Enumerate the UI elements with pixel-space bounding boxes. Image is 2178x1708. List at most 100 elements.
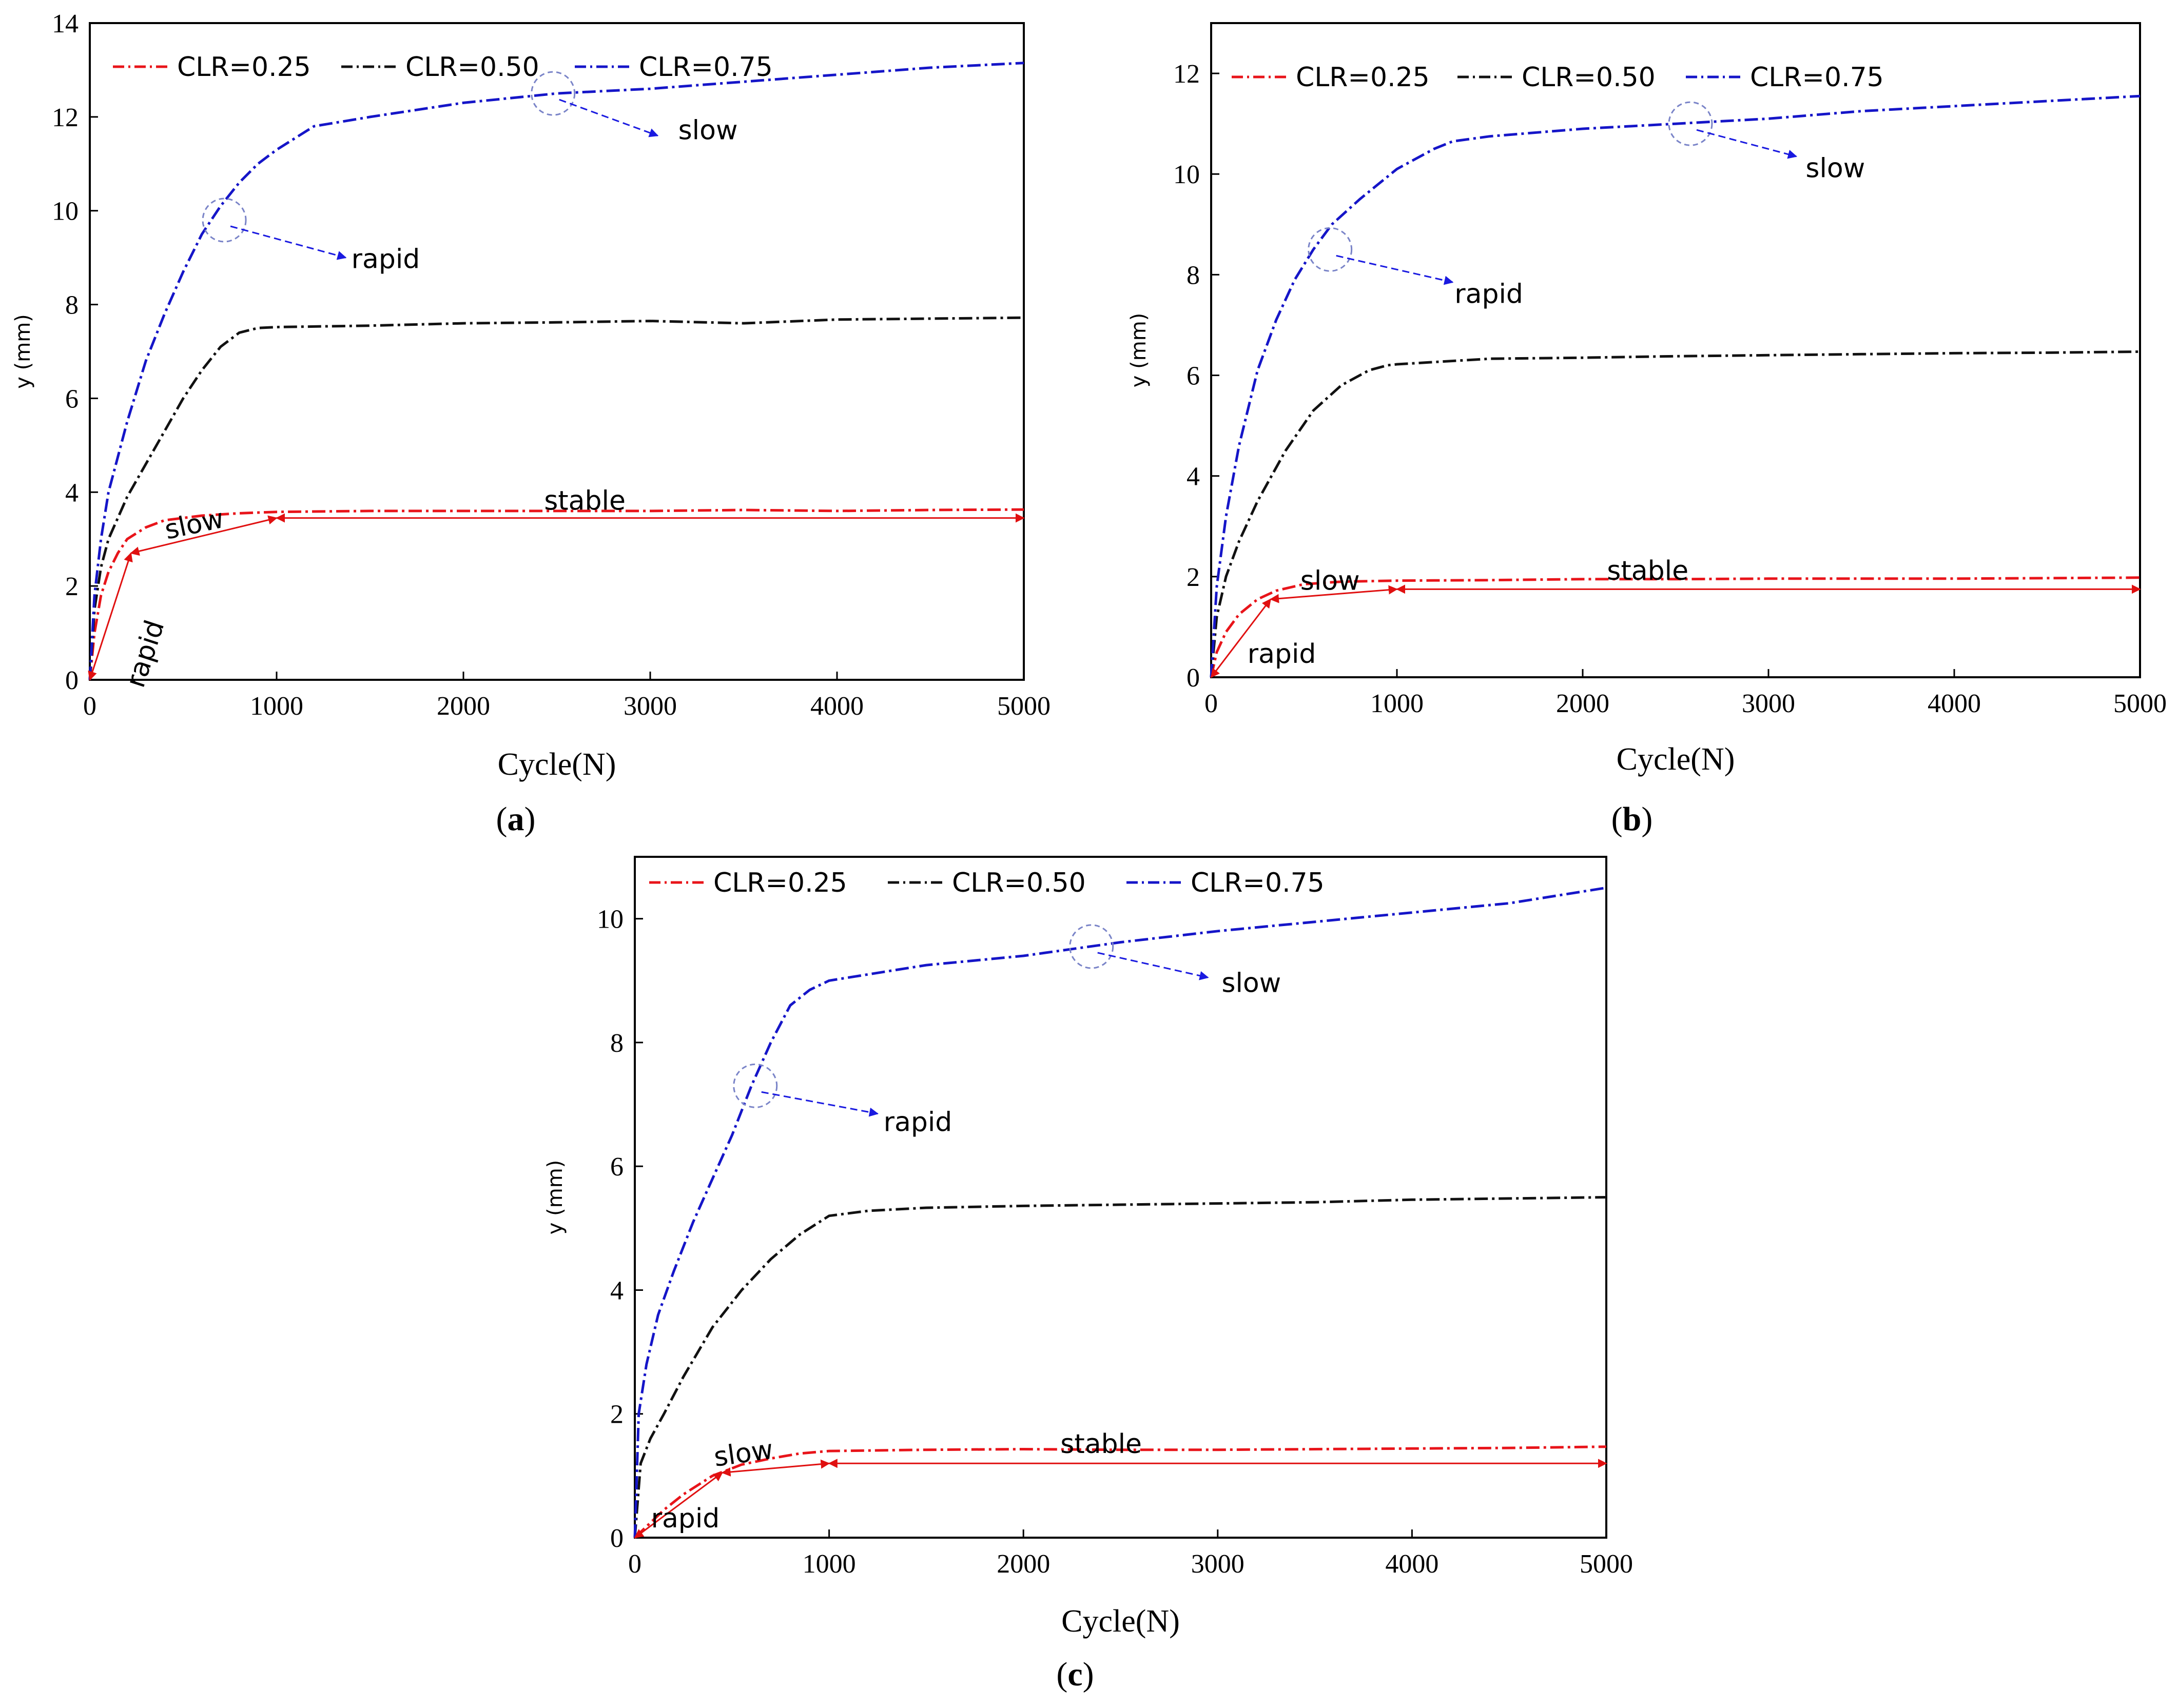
y-tick-label: 14 bbox=[52, 9, 79, 38]
legend-label: CLR=0.75 bbox=[639, 52, 773, 83]
chart-panel-c: 0 1000 2000 3000 4000 5000 0 2 4 6 8 10 Cycle(N) y (m… bbox=[543, 856, 1633, 1693]
y-tick-label: 2 bbox=[610, 1400, 624, 1429]
annotation-rapid: rapid bbox=[884, 1107, 952, 1138]
caption-letter: a bbox=[508, 800, 524, 838]
x-tick-label: 1000 bbox=[1370, 689, 1424, 718]
series-line-clr-025 bbox=[634, 1445, 1607, 1539]
annotation-arrow bbox=[1097, 952, 1209, 980]
x-tick-label: 0 bbox=[83, 692, 96, 721]
y-axis-label: y (mm) bbox=[11, 314, 35, 389]
y-tick-label: 4 bbox=[610, 1276, 624, 1305]
y-tick-label: 4 bbox=[1187, 462, 1200, 492]
legend-label: CLR=0.75 bbox=[1191, 868, 1325, 898]
annotation-slow: slow bbox=[162, 503, 227, 546]
y-tick-label: 10 bbox=[597, 905, 624, 934]
series-line-clr-025 bbox=[1210, 576, 2141, 678]
highlight-circle bbox=[531, 71, 576, 116]
y-tick-label: 0 bbox=[65, 666, 79, 695]
x-tick-label: 2000 bbox=[1556, 689, 1609, 718]
annotation-rapid: rapid bbox=[352, 244, 420, 275]
x-axis-label: Cycle(N) bbox=[1061, 1604, 1180, 1639]
y-axis-label: y (mm) bbox=[543, 1160, 567, 1235]
x-tick-label: 4000 bbox=[1928, 689, 1981, 718]
chart-panel-b: 0 1000 2000 3000 4000 5000 0 2 4 6 8 10 12 Cycle(N) y … bbox=[1127, 22, 2167, 838]
caption-open: ( bbox=[1056, 1656, 1067, 1693]
y-tick-label: 6 bbox=[610, 1152, 624, 1182]
annotation-slow: slow bbox=[678, 115, 738, 146]
x-axis-label: Cycle(N) bbox=[1617, 742, 1735, 777]
x-tick-label: 4000 bbox=[810, 692, 864, 721]
annotation-arrow bbox=[761, 1091, 879, 1117]
y-tick-label: 12 bbox=[1173, 60, 1200, 89]
caption-open: ( bbox=[496, 800, 508, 838]
highlight-circle bbox=[1308, 227, 1353, 272]
x-tick-label: 5000 bbox=[1580, 1549, 1633, 1579]
stage-arrow-slow bbox=[1270, 585, 1398, 603]
caption-open: ( bbox=[1611, 800, 1623, 838]
highlight-circle bbox=[733, 1063, 778, 1108]
annotation-rapid: rapid bbox=[651, 1503, 720, 1534]
annotation-arrow bbox=[559, 99, 659, 138]
series-line-clr-075 bbox=[88, 62, 1024, 680]
plot-frame bbox=[1210, 22, 2141, 678]
y-tick-label: 10 bbox=[1173, 160, 1200, 189]
y-tick-label: 8 bbox=[610, 1029, 624, 1058]
x-tick-label: 1000 bbox=[803, 1549, 856, 1579]
legend-label: CLR=0.50 bbox=[952, 868, 1086, 898]
y-tick-label: 6 bbox=[1187, 362, 1200, 391]
annotation-rapid: rapid bbox=[1248, 639, 1316, 670]
x-tick-label: 3000 bbox=[1191, 1549, 1244, 1579]
annotation-stable: stable bbox=[1607, 556, 1688, 586]
series-line-clr-050 bbox=[88, 316, 1024, 680]
legend-label: CLR=0.25 bbox=[713, 868, 847, 898]
x-tick-label: 5000 bbox=[2113, 689, 2167, 718]
x-tick-label: 0 bbox=[1204, 689, 1218, 718]
highlight-circle bbox=[1069, 924, 1114, 969]
annotation-slow: slow bbox=[712, 1434, 775, 1473]
series-line-clr-050 bbox=[633, 1196, 1607, 1538]
stage-arrow-rapid bbox=[634, 1472, 723, 1539]
annotation-slow: slow bbox=[1805, 153, 1865, 184]
annotation-slow: slow bbox=[1300, 566, 1360, 597]
series-line-clr-075 bbox=[633, 886, 1607, 1538]
x-tick-label: 1000 bbox=[250, 692, 303, 721]
caption-close: ) bbox=[524, 800, 536, 838]
y-tick-label: 4 bbox=[65, 478, 79, 507]
x-axis-label: Cycle(N) bbox=[498, 747, 616, 782]
annotation-slow: slow bbox=[1221, 968, 1281, 998]
highlight-circle bbox=[1668, 101, 1713, 146]
x-tick-label: 4000 bbox=[1385, 1549, 1438, 1579]
caption-letter: b bbox=[1623, 800, 1642, 838]
x-tick-label: 0 bbox=[628, 1549, 641, 1579]
annotation-arrow bbox=[230, 225, 347, 260]
stage-arrow-slow bbox=[130, 515, 278, 556]
legend-label: CLR=0.50 bbox=[1522, 62, 1656, 93]
y-tick-label: 0 bbox=[610, 1524, 624, 1553]
series-line-clr-050 bbox=[1210, 350, 2141, 678]
y-tick-label: 6 bbox=[65, 384, 79, 414]
annotation-stable: stable bbox=[544, 486, 626, 517]
series-line-clr-075 bbox=[1210, 94, 2141, 678]
y-axis-label: y (mm) bbox=[1127, 313, 1151, 388]
caption-letter: c bbox=[1067, 1656, 1082, 1693]
highlight-circle bbox=[202, 198, 247, 243]
caption-close: ) bbox=[1083, 1656, 1094, 1693]
y-tick-label: 2 bbox=[65, 572, 79, 601]
x-tick-label: 2000 bbox=[997, 1549, 1050, 1579]
y-tick-label: 12 bbox=[52, 103, 79, 132]
caption-close: ) bbox=[1641, 800, 1652, 838]
series-line-clr-025 bbox=[88, 508, 1024, 680]
chart-panel-a: 0 1000 2000 3000 4000 5000 0 2 4 6 8 10 12 14 Cycle(N)… bbox=[11, 9, 1051, 838]
stage-arrow-slow bbox=[721, 1459, 830, 1477]
y-tick-label: 2 bbox=[1187, 563, 1200, 592]
x-tick-label: 5000 bbox=[997, 692, 1051, 721]
panel-caption: (c) bbox=[1056, 1656, 1094, 1693]
annotation-stable: stable bbox=[1060, 1429, 1142, 1460]
panel-caption: (a) bbox=[496, 800, 536, 838]
y-tick-label: 10 bbox=[52, 197, 79, 226]
annotation-arrow bbox=[1336, 254, 1454, 285]
x-tick-label: 2000 bbox=[437, 692, 490, 721]
x-tick-label: 3000 bbox=[624, 692, 677, 721]
stage-arrow-rapid bbox=[1210, 598, 1272, 678]
